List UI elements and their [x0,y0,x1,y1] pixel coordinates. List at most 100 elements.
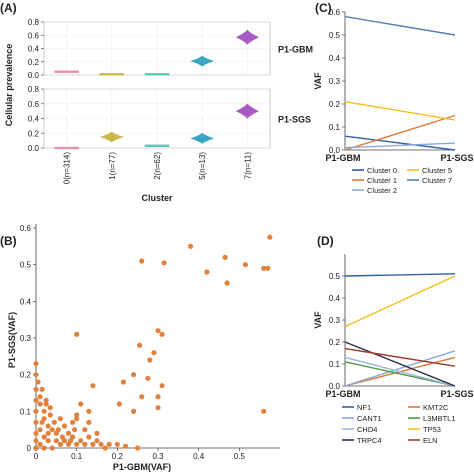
x-axis-label: Cluster [141,193,173,203]
x-category-label: 7(n=11) [243,152,252,180]
y-tick-label: 0.6 [28,31,40,40]
x-tick-label: 0 [34,452,39,461]
violin-1-3 [190,133,215,144]
scatter-point [159,331,165,337]
scatter-point [90,441,96,447]
scatter-point [45,423,51,429]
y-tick-label: 0.8 [28,85,40,94]
series-line-cluster-5 [344,101,456,121]
x-category-label: 5(n=13) [198,152,207,180]
y-tick-label: 0.4 [28,115,40,124]
y-tick-label: 0.4 [28,45,40,54]
scatter-point [224,280,230,286]
scatter-point [65,430,72,436]
y-tick-label: 0.2 [28,58,40,67]
scatter-point [116,401,122,407]
scatter-point [106,441,112,447]
scatter-point [61,423,68,429]
scatter-point [41,445,47,451]
scatter-point [122,443,129,449]
x-category-label: 2(n=62) [153,152,162,180]
scatter-point [265,265,271,271]
panel-a-violin-chart: 0.0 0.2 0.4 0.6 0.8 P1-GBM 0.0 0.2 0.4 0.6 0.8 P1-S… [4,18,313,203]
scatter-point [114,441,120,447]
scatter-point [94,438,100,444]
scatter-point [261,408,267,414]
y-tick-label: 0.0 [28,144,40,153]
facet-label: P1-GBM [278,45,313,55]
x-category-label: 0(n=314) [63,152,72,185]
x-tick-label: 0.3 [152,452,164,461]
scatter-point [90,383,96,389]
scatter-point [267,234,273,240]
y-axis-label: VAF [313,72,323,90]
scatter-point [33,408,39,414]
scatter-point [45,430,51,436]
legend-label: CHD4 [357,425,377,434]
series-line-l3mbtl1 [344,361,456,387]
violin-0-0 [54,70,79,73]
x-tick-label: 0.1 [71,452,83,461]
scatter-point [187,243,194,249]
series-line-nf1 [344,273,456,277]
scatter-point [102,445,108,451]
scatter-point [74,331,80,337]
x-tick-label: 0.5 [234,452,246,461]
y-tick-label: 0.6 [28,100,40,109]
violin-1-2 [144,144,170,147]
series-line-cluster-0 [344,135,456,151]
scatter-point [120,379,127,385]
x-category-label: 1(n=77) [108,152,117,180]
scatter-point [43,401,49,407]
y-tick-label: 0.4 [20,297,32,306]
scatter-point [33,397,39,403]
scatter-point [59,434,66,440]
legend-label: Cluster 1 [367,176,397,185]
scatter-point [49,445,55,451]
x-category-label: P1-SGS [440,389,473,399]
scatter-point [155,405,161,411]
y-tick-label: 0.2 [28,129,40,138]
violin-0-3 [190,55,215,67]
legend-label: KMT2C [423,403,449,412]
x-category-label: P1-SGS [440,153,473,163]
scatter-point [41,408,47,414]
y-tick-label: 0.0 [329,382,341,391]
scatter-point [74,412,80,418]
scatter-point [55,427,61,433]
y-tick-label: 0.3 [329,316,341,325]
scatter-point [57,416,64,422]
scatter-point [94,430,100,436]
y-tick-label: 0.5 [329,272,341,281]
scatter-point [155,328,161,334]
scatter-point [222,254,228,260]
series-line-chd4 [344,356,456,387]
y-axis-label: VAF [313,311,323,329]
y-tick-label: 0.4 [329,54,341,63]
x-tick-label: 0.2 [112,452,124,461]
scatter-point [145,375,151,381]
scatter-point [78,401,84,407]
legend-label: CANT1 [357,414,382,423]
scatter-point [33,419,39,425]
scatter-point [82,427,88,433]
series-line-cluster-7 [344,15,456,36]
scatter-point [47,412,53,418]
y-axis-label: Cellular prevalence [4,44,14,127]
legend-label: ELN [423,436,438,445]
y-tick-label: 0.0 [28,71,40,80]
legend-label: Cluster 0 [367,166,397,175]
y-tick-label: 0.1 [329,360,341,369]
scatter-point [135,445,141,451]
scatter-point [39,419,45,425]
scatter-point [159,383,165,389]
violin-0-4 [235,29,260,45]
scatter-point [151,350,157,356]
y-tick-label: 0 [27,444,32,453]
series-line-eln [344,347,456,367]
scatter-point [33,361,39,367]
x-category-label: P1-GBM [325,389,360,399]
scatter-point [37,427,43,433]
panel-label-b: (B) [0,234,17,248]
panel-label-d: (D) [317,234,334,248]
